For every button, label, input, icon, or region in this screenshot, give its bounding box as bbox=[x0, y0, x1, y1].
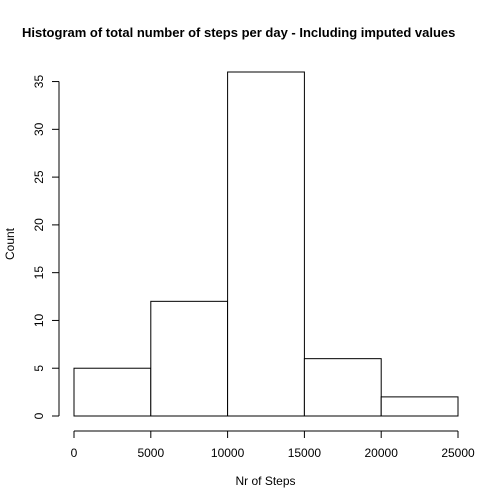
x-tick-label-5: 25000 bbox=[441, 446, 475, 460]
y-tick-label-6: 30 bbox=[32, 122, 46, 136]
histogram-bar-1 bbox=[150, 300, 229, 417]
y-tick-label-5: 25 bbox=[32, 170, 46, 184]
x-tick-label-4: 20000 bbox=[365, 446, 399, 460]
histogram-bar-3 bbox=[303, 358, 382, 417]
y-tick-label-0: 0 bbox=[32, 412, 46, 419]
x-tick-label-0: 0 bbox=[71, 446, 78, 460]
y-tick-label-7: 35 bbox=[32, 75, 46, 89]
histogram-bar-0 bbox=[73, 367, 152, 417]
y-tick-label-1: 5 bbox=[32, 365, 46, 372]
y-tick-label-4: 20 bbox=[32, 218, 46, 232]
x-axis: 0 5000 10000 15000 20000 25000 bbox=[71, 430, 475, 460]
y-tick-label-2: 10 bbox=[32, 313, 46, 327]
x-tick-label-1: 5000 bbox=[137, 446, 164, 460]
histogram-bar-4 bbox=[380, 396, 459, 417]
y-tick-label-3: 15 bbox=[32, 266, 46, 280]
x-tick-label-2: 10000 bbox=[211, 446, 245, 460]
bars-group bbox=[73, 71, 459, 417]
y-axis-title: Count bbox=[3, 227, 17, 260]
chart-title: Histogram of total number of steps per d… bbox=[22, 25, 455, 40]
x-axis-title: Nr of Steps bbox=[235, 474, 295, 488]
histogram-bar-2 bbox=[227, 71, 305, 417]
x-tick-label-3: 15000 bbox=[288, 446, 322, 460]
y-axis: 0 5 10 15 20 25 30 35 bbox=[32, 75, 60, 419]
